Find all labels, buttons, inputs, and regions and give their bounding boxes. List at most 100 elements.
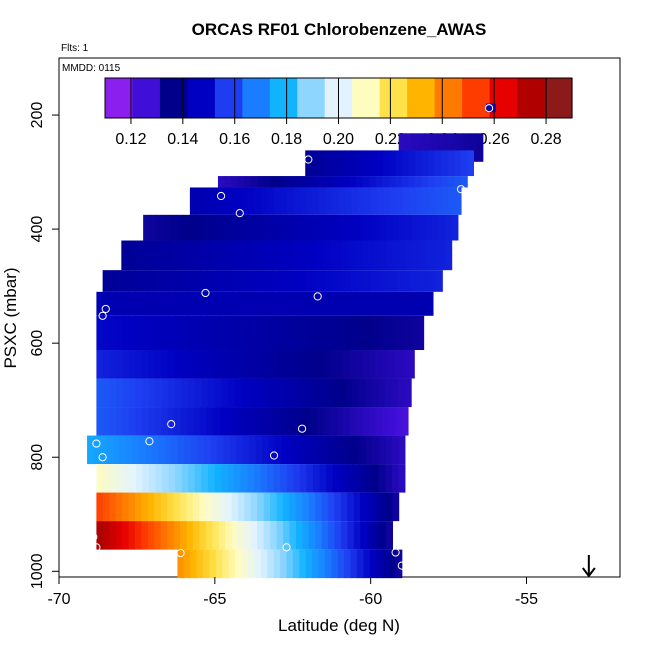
heatmap-cell (225, 521, 233, 550)
heatmap-cell (345, 464, 353, 493)
heatmap-cell (293, 378, 301, 408)
heatmap-cell (260, 187, 268, 215)
heatmap-cell (289, 521, 297, 550)
heatmap-cell (377, 270, 385, 292)
heatmap-cell (353, 521, 361, 550)
heatmap-cell (154, 291, 162, 316)
heatmap-cell (283, 521, 290, 550)
y-tick-label: 400 (29, 216, 46, 243)
heatmap-cell (293, 187, 301, 215)
heatmap-cell (141, 521, 149, 550)
heatmap-cell (161, 270, 169, 292)
sample-point (145, 437, 154, 446)
colorbar-tick-label: 0.14 (167, 131, 198, 148)
heatmap-cell (219, 291, 227, 316)
heatmap-cell (297, 291, 305, 316)
heatmap-cell (253, 378, 261, 408)
heatmap-cell (343, 407, 351, 436)
heatmap-cell (370, 270, 378, 292)
heatmap-cell (301, 435, 309, 465)
heatmap-cell (261, 214, 269, 241)
heatmap-cell (293, 214, 302, 241)
heatmap-cell (267, 549, 275, 579)
heatmap-cell (286, 187, 294, 215)
heatmap-cell (240, 464, 248, 493)
heatmap-cell (244, 521, 252, 550)
heatmap-cell (96, 291, 104, 316)
heatmap-cell (257, 492, 265, 522)
sample-point (304, 155, 313, 164)
heatmap-cell (435, 187, 443, 215)
heatmap-cell (109, 521, 117, 550)
heatmap-cell (394, 291, 402, 316)
heatmap-cell (96, 464, 104, 493)
heatmap-cell (413, 291, 421, 316)
heatmap-cell (238, 521, 245, 550)
heatmap-cell (310, 407, 318, 436)
heatmap-cell (201, 378, 209, 408)
heatmap-cell (218, 492, 226, 522)
heatmap-cell (463, 133, 471, 162)
colorbar: 0.120.140.160.180.200.220.240.260.28 (104, 77, 573, 148)
heatmap-cell (397, 315, 405, 351)
heatmap-cell (346, 435, 354, 465)
heatmap-cell (332, 315, 340, 351)
heatmap-cell (295, 492, 303, 522)
heatmap-cell (382, 549, 390, 579)
heatmap-cell (292, 315, 300, 351)
heatmap-cell (299, 187, 307, 215)
heatmap-cell (381, 176, 390, 188)
heatmap-cell (207, 378, 215, 408)
heatmap-cell (188, 378, 196, 408)
heatmap-cell (219, 407, 227, 436)
y-tick-label: 200 (29, 102, 46, 129)
heatmap-cell (328, 521, 336, 550)
x-tick-label: -55 (515, 591, 538, 608)
heatmap-cell (254, 549, 262, 579)
heatmap-cell (271, 407, 279, 436)
heatmap-cell (366, 521, 374, 550)
heatmap-cell (184, 435, 192, 465)
heatmap-cell (228, 549, 236, 579)
heatmap-cell (177, 549, 185, 579)
heatmap-cell (209, 549, 217, 579)
heatmap-cell (290, 291, 298, 316)
heatmap-cell (309, 240, 317, 271)
heatmap-cell (353, 435, 361, 465)
heatmap-cell (408, 176, 416, 188)
heatmap-cell (388, 176, 396, 188)
heatmap-cell (270, 240, 278, 271)
heatmap-cell (260, 549, 268, 579)
heatmap-cell (115, 350, 123, 379)
heatmap-cell (109, 315, 117, 351)
heatmap-cell (336, 176, 344, 188)
heatmap-cell (410, 315, 418, 351)
heatmap-cell (342, 350, 350, 379)
heatmap-cell (240, 315, 248, 351)
heatmap-cell (186, 492, 194, 522)
colorbar-swatch (159, 78, 189, 118)
x-tick-label: -70 (47, 591, 70, 608)
colorbar-swatch (242, 78, 271, 118)
heatmap-cell (379, 492, 387, 522)
heatmap-cell (451, 214, 459, 241)
heatmap-cell (292, 270, 300, 292)
heatmap-cell (407, 350, 415, 379)
heatmap-cell (251, 291, 259, 316)
heatmap-cell (143, 214, 151, 241)
heatmap-cell (300, 214, 308, 241)
heatmap-cell (280, 378, 288, 408)
heatmap-cell (245, 407, 253, 436)
heatmap-cell (415, 150, 423, 177)
heatmap-cell (236, 435, 244, 465)
heatmap-cell (239, 270, 247, 292)
heatmap-cell (445, 240, 453, 271)
heatmap-cell (254, 214, 262, 241)
heatmap-cell (93, 435, 101, 465)
heatmap-cell (247, 464, 255, 493)
heatmap-cell (121, 240, 129, 271)
heatmap-cell (434, 176, 442, 188)
heatmap-cell (299, 464, 307, 493)
heatmap-cell (122, 270, 130, 292)
heatmap-cell (234, 214, 243, 241)
